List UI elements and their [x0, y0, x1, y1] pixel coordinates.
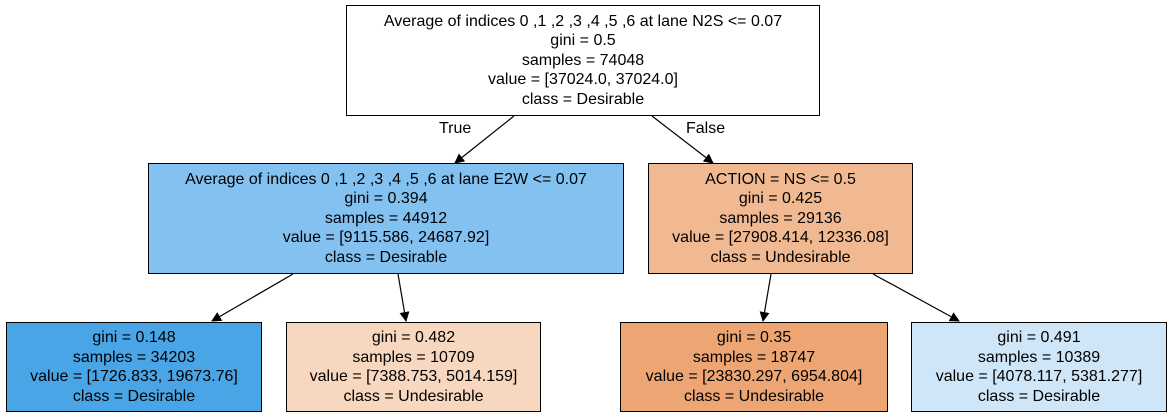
node-root-samples: samples = 74048 — [521, 51, 645, 69]
edge-right-to-leaf4 — [872, 273, 960, 322]
node-left-class: class = Desirable — [324, 248, 448, 266]
node-leaf3-gini: gini = 0.35 — [716, 329, 792, 346]
node-left-split: Average of indices 0 ,1 ,2 ,3 ,4 ,5 ,6 a… — [185, 170, 587, 188]
node-leaf1-gini: gini = 0.148 — [92, 329, 176, 346]
node-right-class: class = Undesirable — [710, 248, 851, 266]
edge-label-true: True — [439, 120, 472, 137]
node-leaf1-class: class = Desirable — [72, 387, 196, 405]
node-leaf2-gini: gini = 0.482 — [371, 329, 456, 346]
node-leaf3: gini = 0.35 samples = 18747 value = [238… — [620, 322, 888, 412]
node-left-value: value = [9115.586, 24687.92] — [282, 229, 490, 247]
node-leaf4: gini = 0.491 samples = 10389 value = [40… — [911, 322, 1167, 412]
node-right-samples: samples = 29136 — [719, 209, 842, 227]
node-leaf2-samples: samples = 10709 — [352, 348, 475, 366]
node-leaf4-value: value = [4078.117, 5381.277] — [935, 368, 1143, 385]
edge-root-to-right — [651, 115, 714, 164]
node-root-gini: gini = 0.5 — [550, 32, 616, 50]
edge-left-to-leaf1 — [211, 273, 294, 322]
node-leaf4-class: class = Desirable — [977, 387, 1101, 405]
node-root-value: value = [37024.0, 37024.0] — [488, 71, 678, 89]
edge-label-false: False — [686, 120, 726, 137]
node-left: Average of indices 0 ,1 ,2 ,3 ,4 ,5 ,6 a… — [148, 163, 624, 274]
node-right: ACTION = NS <= 0.5 gini = 0.425 samples … — [648, 163, 913, 274]
node-leaf3-value: value = [23830.297, 6954.804] — [645, 368, 863, 385]
node-right-gini: gini = 0.425 — [738, 190, 823, 208]
node-leaf3-samples: samples = 18747 — [692, 348, 816, 366]
node-leaf1: gini = 0.148 samples = 34203 value = [17… — [6, 322, 262, 412]
node-leaf3-class: class = Undesirable — [683, 387, 825, 405]
node-leaf4-samples: samples = 10389 — [977, 348, 1101, 366]
node-root-split: Average of indices 0 ,1 ,2 ,3 ,4 ,5 ,6 a… — [383, 12, 783, 30]
node-root: Average of indices 0 ,1 ,2 ,3 ,4 ,5 ,6 a… — [346, 5, 820, 116]
node-leaf1-samples: samples = 34203 — [72, 348, 196, 366]
node-left-gini: gini = 0.394 — [344, 190, 428, 208]
edge-root-to-left — [454, 115, 515, 164]
node-leaf2: gini = 0.482 samples = 10709 value = [73… — [286, 322, 541, 412]
node-leaf4-gini: gini = 0.491 — [997, 329, 1081, 346]
node-left-samples: samples = 44912 — [324, 209, 448, 227]
node-leaf2-class: class = Undesirable — [343, 387, 484, 405]
edge-right-to-leaf3 — [759, 273, 772, 322]
node-right-value: value = [27908.414, 12336.08] — [672, 229, 889, 247]
node-leaf2-value: value = [7388.753, 5014.159] — [309, 368, 518, 385]
node-root-class: class = Desirable — [521, 90, 645, 108]
node-right-split: ACTION = NS <= 0.5 — [705, 170, 856, 188]
edge-left-to-leaf2 — [397, 273, 410, 322]
node-leaf1-value: value = [1726.833, 19673.76] — [30, 368, 238, 385]
